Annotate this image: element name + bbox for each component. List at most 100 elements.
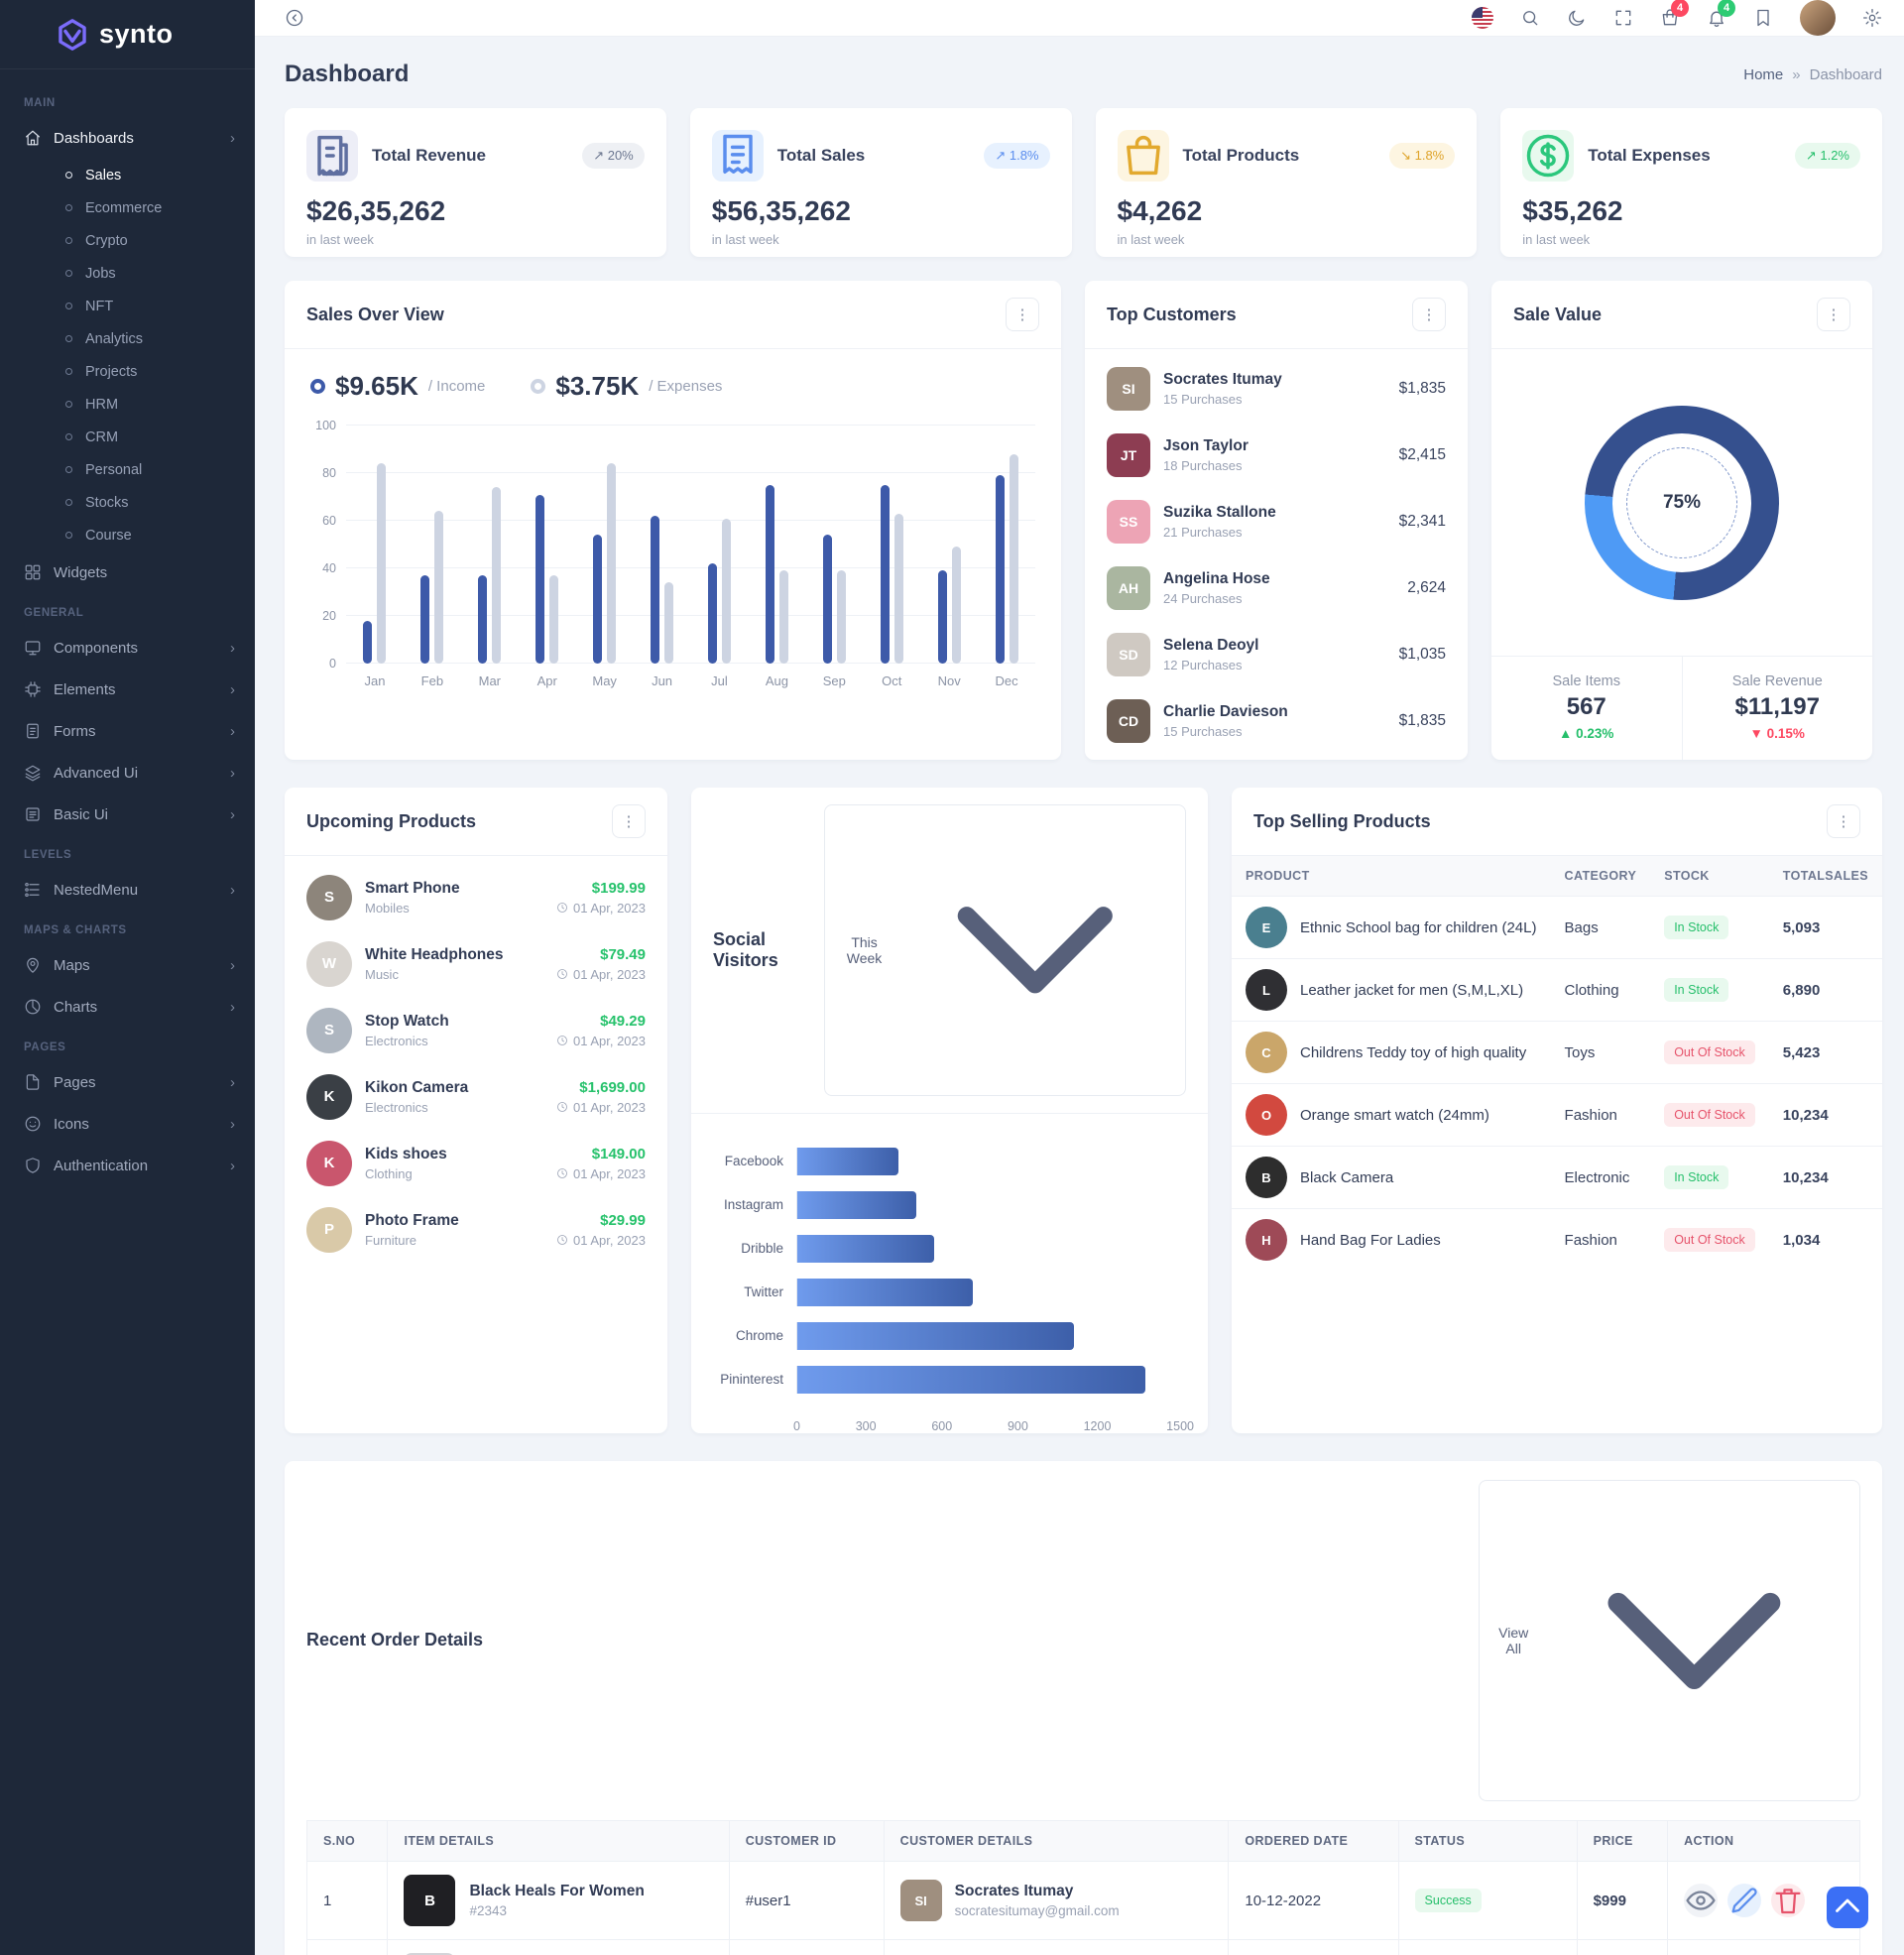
breadcrumb-home[interactable]: Home bbox=[1743, 65, 1784, 83]
customer-row[interactable]: SI Socrates Itumay 15 Purchases $1,835 bbox=[1107, 355, 1446, 422]
brand-logo[interactable]: synto bbox=[0, 0, 255, 69]
legend-dot-icon bbox=[531, 379, 546, 394]
upcoming-product-row[interactable]: K Kikon Camera Electronics $1,699.00 01 Apr,… bbox=[306, 1063, 646, 1130]
table-row[interactable]: C Childrens Teddy toy of high quality Toys… bbox=[1232, 1021, 1882, 1084]
sidebar-nav: MAIN Dashboards › Sales Ecommerce Crypto Jobs N… bbox=[0, 69, 255, 1186]
sidebar-subitem-sales[interactable]: Sales bbox=[0, 159, 255, 191]
scroll-top-button[interactable] bbox=[1827, 1887, 1868, 1928]
customer-row[interactable]: SD Selena Deoyl 12 Purchases $1,035 bbox=[1107, 621, 1446, 687]
customer-id[interactable]: #user2 bbox=[728, 1939, 885, 1955]
sidebar-subitem-stocks[interactable]: Stocks bbox=[0, 486, 255, 519]
sidebar-item-label: Elements bbox=[54, 680, 116, 698]
sidebar-subitem-jobs[interactable]: Jobs bbox=[0, 257, 255, 290]
sidebar-item-nestedmenu[interactable]: NestedMenu › bbox=[0, 869, 255, 911]
table-row[interactable]: E Ethnic School bag for children (24L) Bag… bbox=[1232, 896, 1882, 959]
bullet-icon bbox=[65, 433, 72, 440]
sales-overview-menu-button[interactable]: ⋮ bbox=[1006, 298, 1039, 331]
table-row[interactable]: O Orange smart watch (24mm) Fashion Out Of … bbox=[1232, 1083, 1882, 1147]
sidebar-item-charts[interactable]: Charts › bbox=[0, 986, 255, 1028]
breadcrumb-current: Dashboard bbox=[1809, 65, 1882, 83]
sidebar-item-components[interactable]: Components › bbox=[0, 627, 255, 669]
view-button[interactable] bbox=[1684, 1884, 1719, 1918]
legend-item[interactable]: $3.75K / Expenses bbox=[531, 371, 722, 402]
edit-button[interactable] bbox=[1727, 1884, 1762, 1918]
sidebar-item-dashboards[interactable]: Dashboards › bbox=[0, 117, 255, 159]
expenses-bar bbox=[721, 519, 731, 664]
stat-label: Total Sales bbox=[776, 146, 866, 165]
expenses-bar bbox=[893, 514, 903, 664]
settings-gear-icon[interactable] bbox=[1862, 8, 1882, 28]
home-icon bbox=[24, 129, 42, 147]
table-row[interactable]: L Leather jacket for men (S,M,L,XL) Clothi… bbox=[1232, 958, 1882, 1022]
cart-icon[interactable]: 4 bbox=[1660, 0, 1689, 28]
delete-button[interactable] bbox=[1771, 1884, 1806, 1918]
upcoming-product-row[interactable]: K Kids shoes Clothing $149.00 01 Apr, 2023 bbox=[306, 1130, 646, 1196]
sidebar-subitem-hrm[interactable]: HRM bbox=[0, 388, 255, 421]
sidebar-subitem-crm[interactable]: CRM bbox=[0, 421, 255, 453]
sidebar-item-authentication[interactable]: Authentication › bbox=[0, 1145, 255, 1186]
social-bar-row-pininterest: Pininterest bbox=[707, 1358, 1178, 1402]
customer-row[interactable]: SS Suzika Stallone 21 Purchases $2,341 bbox=[1107, 488, 1446, 554]
customer-row[interactable]: CD Charlie Davieson 15 Purchases $1,835 bbox=[1107, 687, 1446, 754]
sidebar-item-advanced-ui[interactable]: Advanced Ui › bbox=[0, 752, 255, 794]
sidebar-item-elements[interactable]: Elements › bbox=[0, 669, 255, 710]
sales-overview-card: Sales Over View ⋮ $9.65K / Income $3.75K / … bbox=[285, 281, 1061, 760]
table-row[interactable]: B Black Camera Electronic In Stock 10,234 bbox=[1232, 1146, 1882, 1209]
customer-avatar: SS bbox=[1107, 499, 1150, 544]
sidebar-subitem-course[interactable]: Course bbox=[0, 519, 255, 551]
fullscreen-icon[interactable] bbox=[1613, 8, 1633, 28]
upcoming-product-row[interactable]: P Photo Frame Furniture $29.99 01 Apr, 2023 bbox=[306, 1196, 646, 1263]
notifications-bell-icon[interactable]: 4 bbox=[1707, 0, 1735, 28]
stat-value: $35,262 bbox=[1522, 195, 1623, 226]
chevron-right-icon: › bbox=[230, 1115, 235, 1133]
customer-row[interactable]: AH Angelina Hose 24 Purchases 2,624 bbox=[1107, 554, 1446, 621]
chevron-right-icon: › bbox=[230, 1073, 235, 1091]
top-selling-menu-button[interactable]: ⋮ bbox=[1827, 804, 1860, 838]
upcoming-product-row[interactable]: S Stop Watch Electronics $49.29 01 Apr, 2023 bbox=[306, 997, 646, 1063]
sidebar-item-label: Components bbox=[54, 639, 139, 657]
stat-value: $26,35,262 bbox=[306, 195, 446, 226]
customer-amount: $1,835 bbox=[1398, 379, 1446, 397]
bookmark-icon[interactable] bbox=[1753, 8, 1773, 28]
sidebar-toggle-icon[interactable] bbox=[285, 8, 304, 28]
legend-item[interactable]: $9.65K / Income bbox=[310, 371, 485, 402]
sale-value-menu-button[interactable]: ⋮ bbox=[1817, 298, 1850, 331]
search-icon[interactable] bbox=[1520, 8, 1540, 28]
stock-badge: In Stock bbox=[1664, 978, 1729, 1002]
social-visitors-filter-dropdown[interactable]: This Week bbox=[823, 804, 1186, 1096]
sidebar-item-pages[interactable]: Pages › bbox=[0, 1061, 255, 1103]
sidebar-item-maps[interactable]: Maps › bbox=[0, 944, 255, 986]
sidebar-item-icons[interactable]: Icons › bbox=[0, 1103, 255, 1145]
bullet-icon bbox=[65, 335, 72, 342]
table-row[interactable]: H Hand Bag For Ladies Fashion Out Of Stock 1… bbox=[1232, 1209, 1882, 1272]
stat-card-total-revenue: Total Revenue ↗ 20% $26,35,262 in last week bbox=[285, 108, 666, 257]
sidebar-item-forms[interactable]: Forms › bbox=[0, 710, 255, 752]
upcoming-product-row[interactable]: S Smart Phone Mobiles $199.99 01 Apr, 2023 bbox=[306, 864, 646, 930]
user-avatar[interactable] bbox=[1800, 0, 1836, 36]
top-customers-menu-button[interactable]: ⋮ bbox=[1412, 298, 1446, 331]
sidebar-item-widgets[interactable]: Widgets bbox=[0, 551, 255, 593]
sidebar-subitem-analytics[interactable]: Analytics bbox=[0, 322, 255, 355]
sidebar-subitem-personal[interactable]: Personal bbox=[0, 453, 255, 486]
bar-group-feb bbox=[404, 426, 461, 664]
social-bar-row-facebook: Facebook bbox=[707, 1140, 1178, 1183]
view-all-dropdown[interactable]: View All bbox=[1479, 1479, 1860, 1802]
customer-amount: $1,035 bbox=[1398, 645, 1446, 663]
upcoming-products-menu-button[interactable]: ⋮ bbox=[612, 804, 646, 838]
chevron-down-icon bbox=[1607, 1592, 1781, 1689]
language-flag-icon[interactable] bbox=[1472, 7, 1493, 29]
customer-id[interactable]: #user1 bbox=[728, 1861, 885, 1941]
sidebar-subitem-ecommerce[interactable]: Ecommerce bbox=[0, 191, 255, 224]
upcoming-products-card: Upcoming Products ⋮ S Smart Phone Mobiles $… bbox=[285, 788, 667, 1433]
sidebar-subitem-crypto[interactable]: Crypto bbox=[0, 224, 255, 257]
bar-group-may bbox=[576, 426, 634, 664]
customer-avatar: AH bbox=[1107, 565, 1150, 610]
sidebar-subitem-projects[interactable]: Projects bbox=[0, 355, 255, 388]
column-header: STATUS bbox=[1397, 1820, 1578, 1863]
sidebar-subitem-nft[interactable]: NFT bbox=[0, 290, 255, 322]
customer-row[interactable]: JT Json Taylor 18 Purchases $2,415 bbox=[1107, 422, 1446, 488]
dark-mode-icon[interactable] bbox=[1567, 8, 1587, 28]
sidebar-item-basic-ui[interactable]: Basic Ui › bbox=[0, 794, 255, 835]
upcoming-product-row[interactable]: W White Headphones Music $79.49 01 Apr, 2023 bbox=[306, 930, 646, 997]
